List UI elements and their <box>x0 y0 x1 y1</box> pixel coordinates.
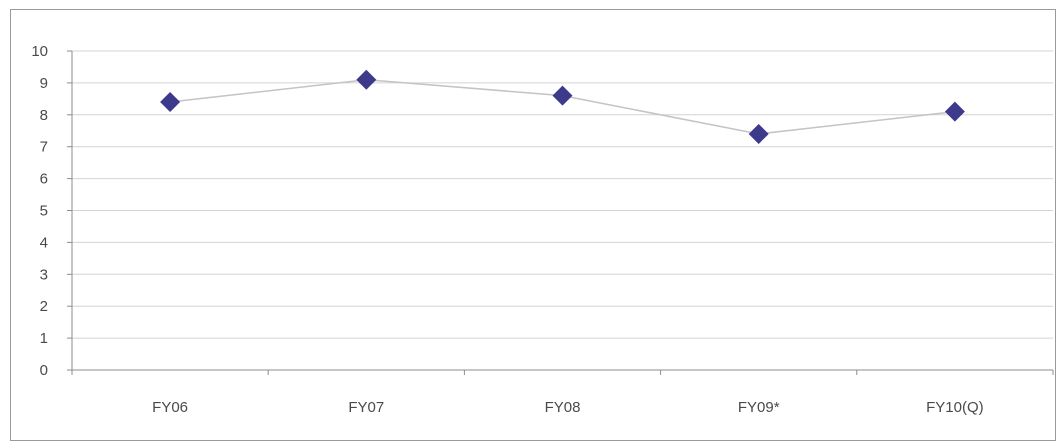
data-point-fy07 <box>356 69 377 90</box>
y-tick-label-5: 5 <box>40 203 48 220</box>
x-tick-label-1: FY07 <box>348 399 384 416</box>
y-tick-label-3: 3 <box>40 266 48 283</box>
y-tick-label-7: 7 <box>40 139 48 156</box>
x-tick-label-0: FY06 <box>152 399 188 416</box>
y-tick-label-8: 8 <box>40 107 48 124</box>
x-tick-label-3: FY09* <box>738 399 780 416</box>
y-tick-label-10: 10 <box>31 43 48 60</box>
data-point-fy10-q- <box>944 101 965 122</box>
chart-frame <box>10 9 1056 441</box>
y-tick-label-2: 2 <box>40 298 48 315</box>
y-tick-label-6: 6 <box>40 171 48 188</box>
y-tick-label-1: 1 <box>40 330 48 347</box>
x-tick-label-4: FY10(Q) <box>926 399 984 416</box>
data-point-fy06 <box>160 92 181 113</box>
x-tick-label-2: FY08 <box>545 399 581 416</box>
y-tick-label-0: 0 <box>40 362 48 379</box>
y-tick-label-9: 9 <box>40 75 48 92</box>
data-point-fy08 <box>552 85 573 106</box>
y-tick-label-4: 4 <box>40 234 48 251</box>
data-point-fy09- <box>748 123 769 144</box>
